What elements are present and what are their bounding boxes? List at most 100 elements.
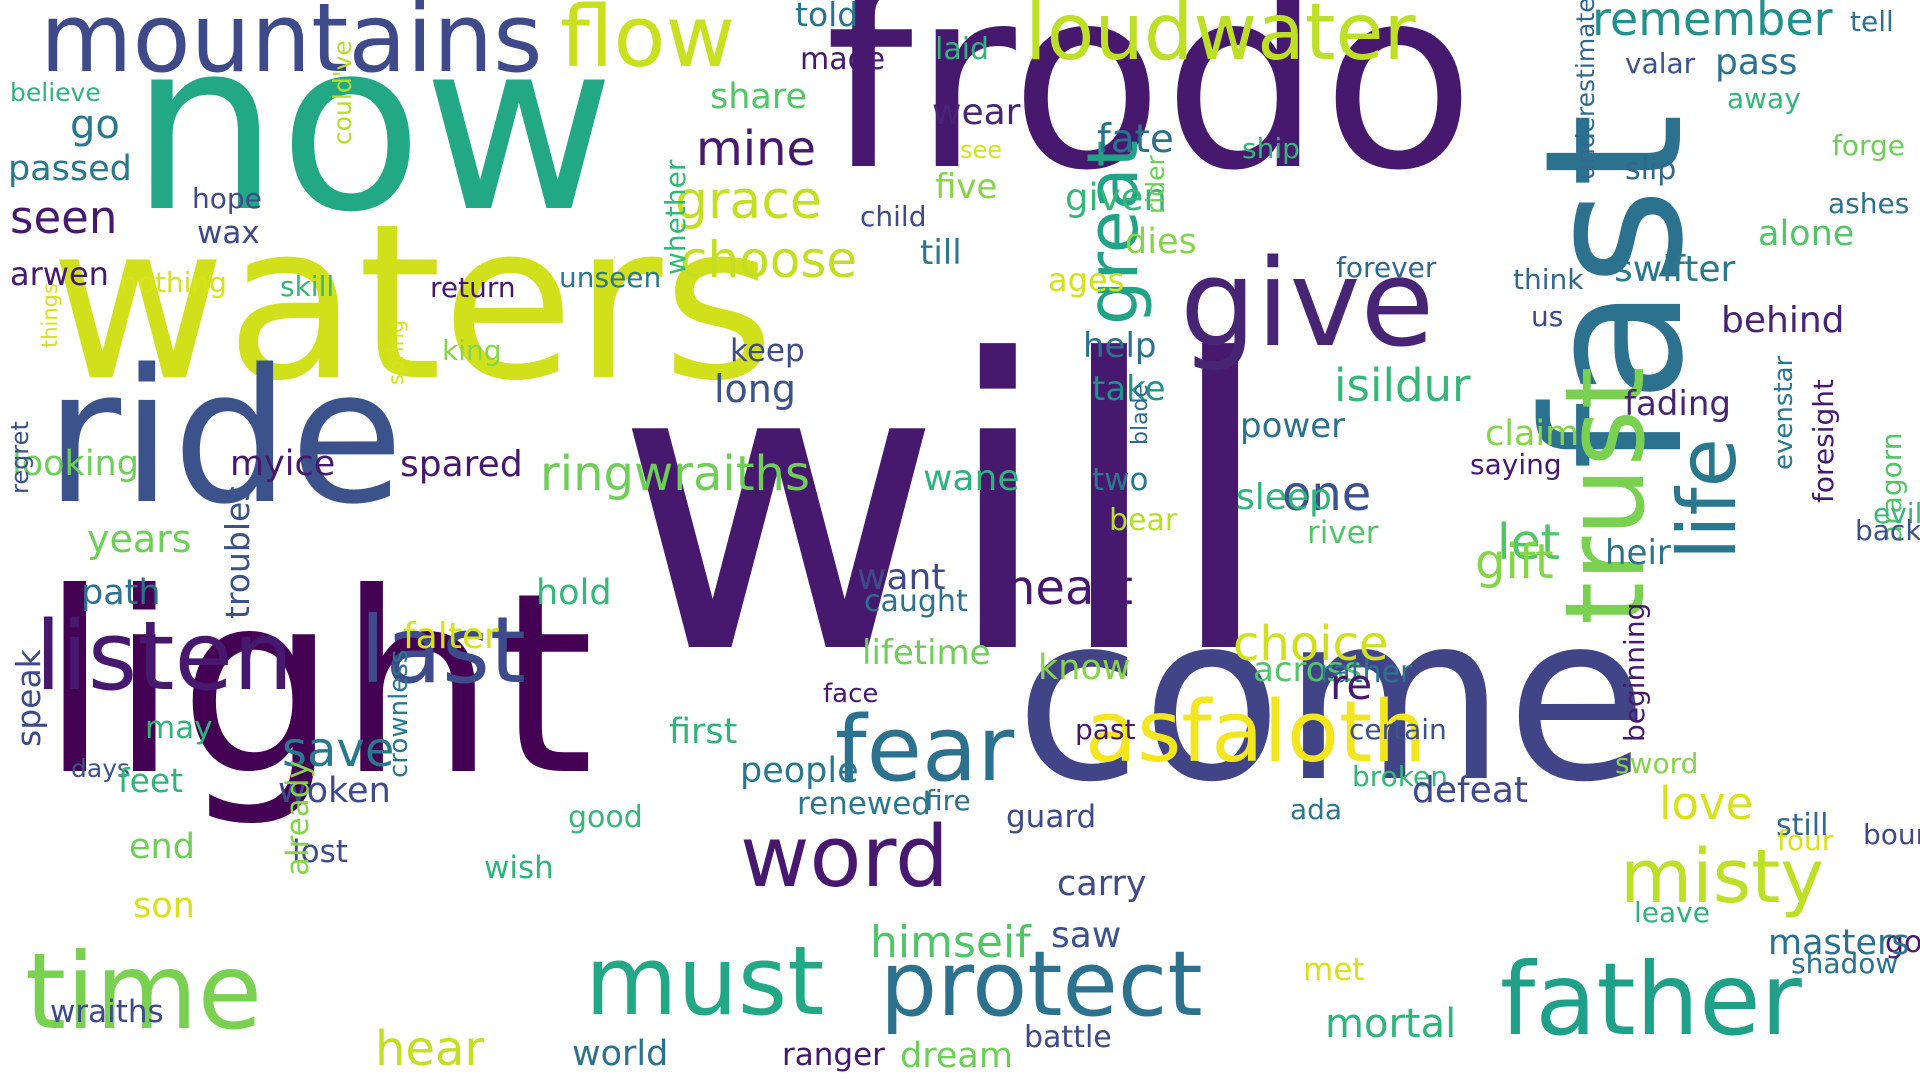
word-son: son	[133, 886, 195, 926]
word-skill: skill	[280, 270, 335, 303]
word-fear: fear	[835, 697, 1015, 802]
word-speak: speak	[9, 649, 48, 747]
word-isildur: isildur	[1334, 359, 1471, 412]
word-whether: whether	[659, 159, 692, 275]
word-king: king	[442, 334, 502, 367]
word-falter: falter	[403, 616, 499, 657]
word-waters: waters	[50, 177, 775, 428]
word-laid: laid	[935, 32, 990, 67]
word-help: help	[1083, 326, 1157, 366]
word-valar: valar	[1625, 47, 1696, 80]
word-path: path	[81, 573, 161, 613]
word-slip: slip	[1625, 152, 1677, 187]
word-power: power	[1240, 406, 1346, 446]
word-fading: fading	[1624, 384, 1731, 424]
word-choose: choose	[680, 231, 858, 289]
word-himseif: himseif	[870, 917, 1031, 968]
word-take: take	[1092, 369, 1166, 409]
word-sleep: sleep	[1236, 477, 1332, 518]
word-crownless: crownless	[384, 649, 414, 778]
word-nothing: nothing	[120, 266, 227, 299]
word-first: first	[669, 712, 738, 752]
word-woken: woken	[278, 771, 391, 811]
word-mortal: mortal	[1325, 1001, 1457, 1047]
word-years: years	[87, 517, 192, 561]
word-evenstar: evenstar	[1769, 355, 1799, 470]
word-mountains: mountains	[40, 0, 543, 94]
word-underestimate: underestimate	[1571, 0, 1600, 180]
word-grace: grace	[675, 171, 822, 231]
word-see: see	[960, 136, 1003, 164]
word-defeat: defeat	[1412, 770, 1528, 811]
word-bound: bound	[1863, 818, 1920, 851]
word-guard: guard	[1006, 799, 1097, 835]
word-spring: spring	[384, 319, 408, 385]
word-unseen: unseen	[559, 261, 662, 294]
word-two: two	[1092, 462, 1149, 498]
word-foresight: foresight	[1807, 379, 1840, 503]
word-let: let	[1497, 514, 1560, 571]
word-re: re	[1330, 660, 1373, 709]
word-people: people	[740, 751, 859, 791]
word-ashes: ashes	[1828, 187, 1910, 220]
word-troubles: troubles	[218, 484, 257, 620]
word-wane: wane	[923, 458, 1020, 499]
word-carry: carry	[1057, 864, 1147, 904]
word-battle: battle	[1024, 1020, 1112, 1055]
word-ranger: ranger	[782, 1037, 885, 1073]
word-could-ve: could've	[328, 40, 357, 145]
word-certain: certain	[1349, 713, 1447, 746]
word-made: made	[800, 42, 886, 77]
word-past: past	[1075, 713, 1136, 746]
word-told: told	[795, 0, 859, 34]
word-arwen: arwen	[10, 255, 109, 293]
word-ship: ship	[1242, 132, 1300, 165]
word-life: life	[1661, 438, 1754, 560]
word-river: river	[1307, 515, 1379, 551]
word-return: return	[430, 271, 516, 304]
word-will: will	[615, 277, 1276, 742]
word-mine: mine	[696, 121, 817, 177]
word-passed: passed	[8, 149, 132, 189]
word-time: time	[25, 931, 263, 1053]
word-myice: myice	[230, 444, 336, 484]
word-save: save	[282, 722, 395, 778]
word-rider: rider	[1141, 155, 1170, 214]
word-hold: hold	[536, 573, 612, 613]
word-till: till	[920, 233, 962, 273]
word-behind: behind	[1721, 300, 1845, 341]
word-go: go	[70, 102, 120, 148]
word-world: world	[572, 1034, 669, 1074]
word-away: away	[1727, 82, 1801, 115]
word-blade: blade	[1128, 383, 1153, 445]
word-pass: pass	[1715, 42, 1798, 83]
word-heir: heir	[1605, 533, 1671, 573]
word-beginning: beginning	[1618, 602, 1651, 742]
word-dies: dies	[1125, 222, 1197, 262]
word-misty: misty	[1620, 834, 1825, 920]
word-forge: forge	[1832, 129, 1906, 162]
word-long: long	[714, 367, 797, 411]
word-wax: wax	[197, 215, 260, 251]
word-light: light	[40, 539, 595, 830]
word-flow: flow	[560, 0, 736, 87]
word-loudwater: loudwater	[1025, 0, 1416, 78]
word-asfaloth: asfaloth	[1085, 683, 1427, 782]
word-already: already	[280, 760, 316, 876]
word-good: good	[568, 800, 643, 835]
word-keep: keep	[730, 333, 805, 369]
word-shadow: shadow	[1791, 947, 1899, 980]
word-going: going	[1885, 925, 1920, 960]
word-evil: evil	[1873, 497, 1920, 530]
word-across: across	[1253, 650, 1362, 690]
word-fire: fire	[925, 784, 971, 817]
word-seen: seen	[10, 191, 118, 244]
word-wraiths: wraiths	[50, 994, 164, 1030]
word-last: last	[360, 597, 526, 704]
word-believe: believe	[10, 78, 101, 107]
word-one: one	[1282, 466, 1372, 522]
word-leave: leave	[1634, 896, 1710, 929]
word-face: face	[823, 679, 879, 709]
word-feet: feet	[118, 761, 184, 800]
